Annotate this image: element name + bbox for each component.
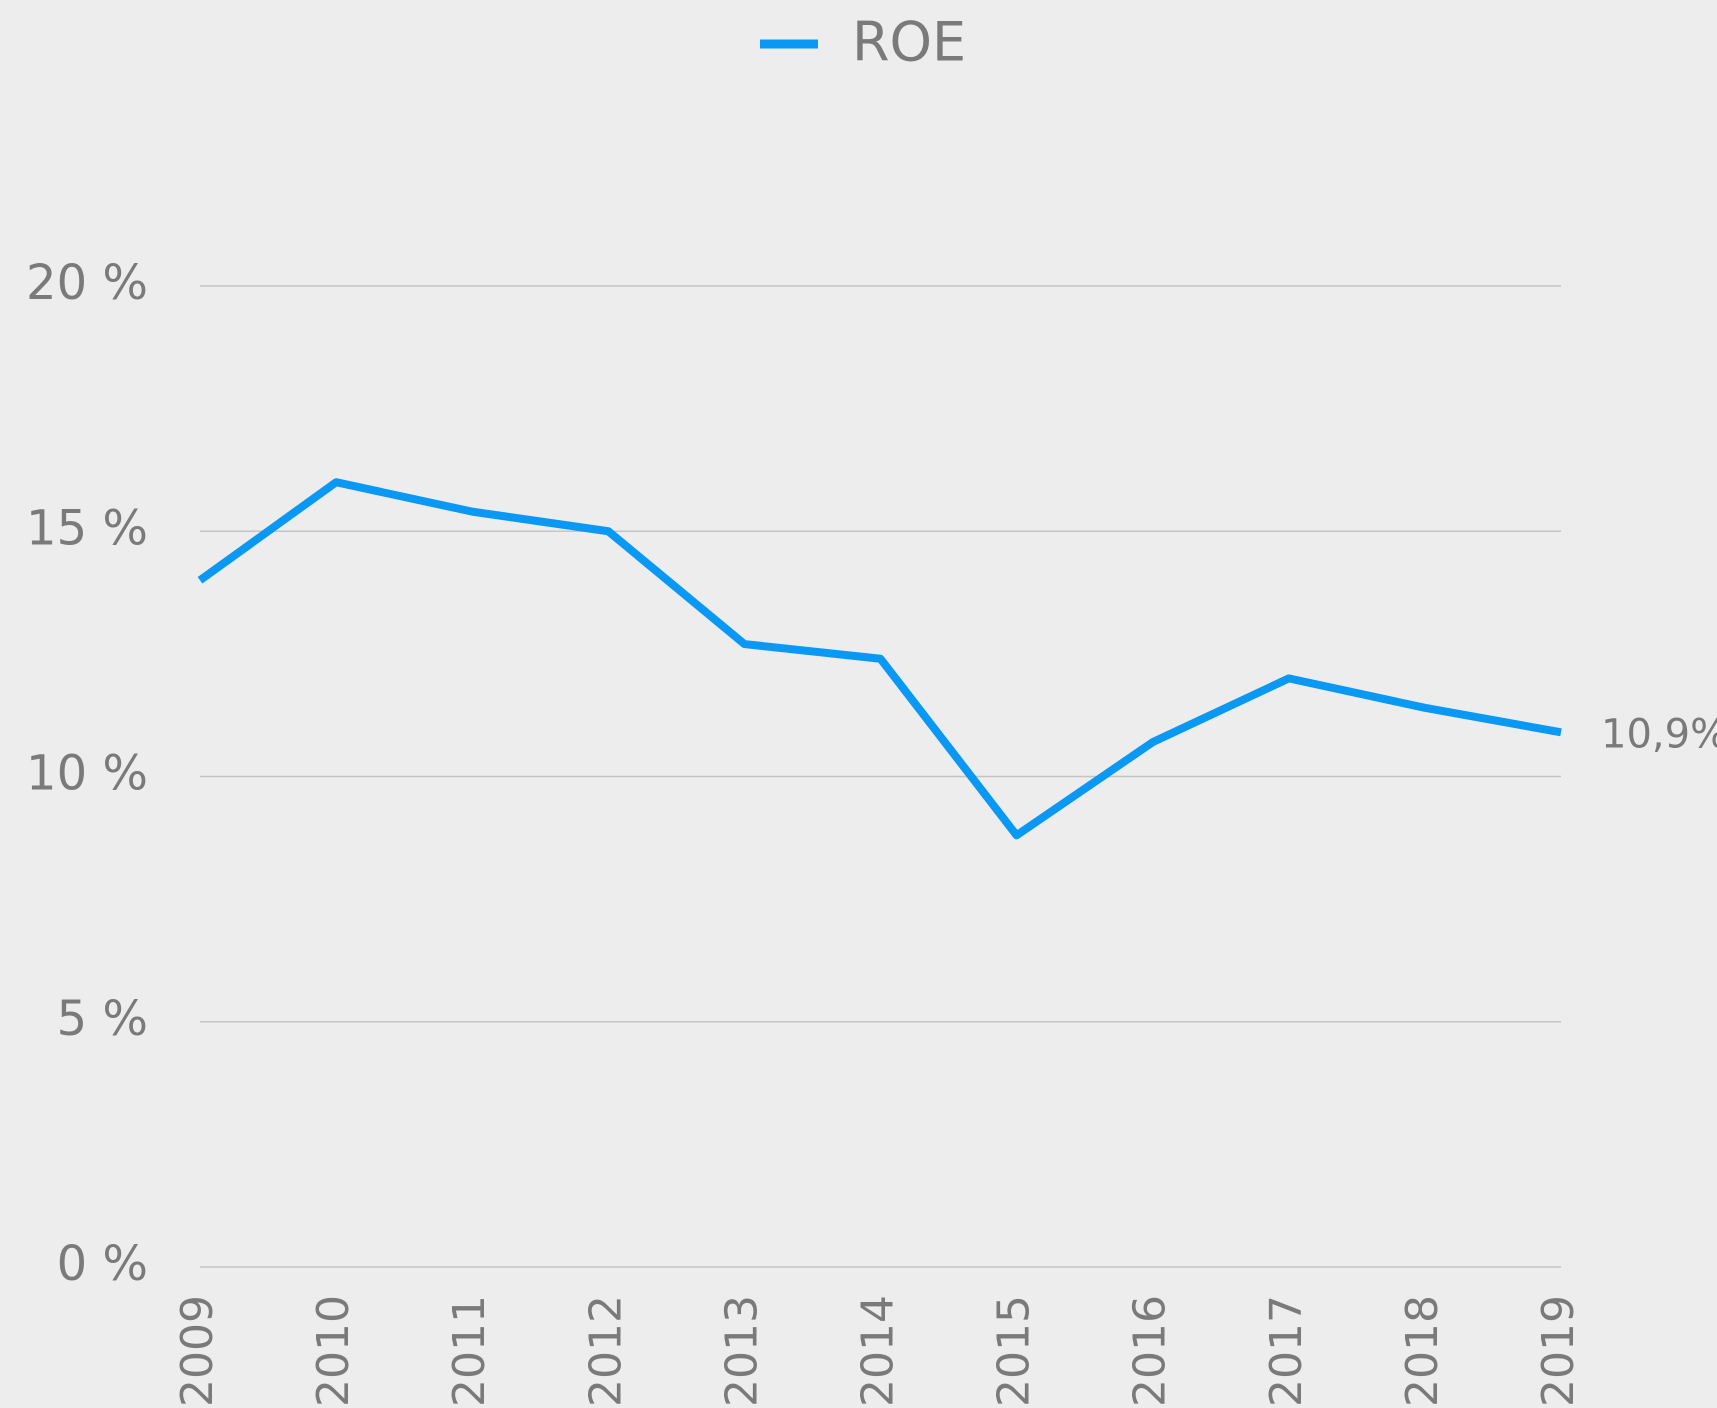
- x-tick-label: 2015: [989, 1295, 1040, 1407]
- line: [197, 478, 1562, 840]
- x-tick-label: 2018: [1397, 1295, 1448, 1407]
- y-tick-label: 5 %: [57, 991, 148, 1047]
- data-label: 10,9%: [1601, 711, 1717, 757]
- x-tick-label: 2012: [580, 1295, 631, 1407]
- x-tick-label: 2017: [1261, 1295, 1312, 1407]
- x-tick-label: 2019: [1533, 1295, 1584, 1407]
- legend-label: ROE: [852, 11, 966, 74]
- x-tick-label: 2013: [716, 1295, 767, 1407]
- y-tick-label: 20 %: [26, 255, 148, 311]
- x-tick-label: 2016: [1125, 1295, 1176, 1407]
- y-tick-label: 10 %: [26, 746, 148, 802]
- x-tick-label: 2009: [172, 1295, 223, 1407]
- x-tick-label: 2011: [444, 1295, 495, 1407]
- x-tick-label: 2014: [853, 1295, 904, 1407]
- y-tick-label: 0 %: [57, 1236, 148, 1292]
- x-tick-label: 2010: [308, 1295, 359, 1407]
- y-tick-label: 15 %: [26, 500, 148, 556]
